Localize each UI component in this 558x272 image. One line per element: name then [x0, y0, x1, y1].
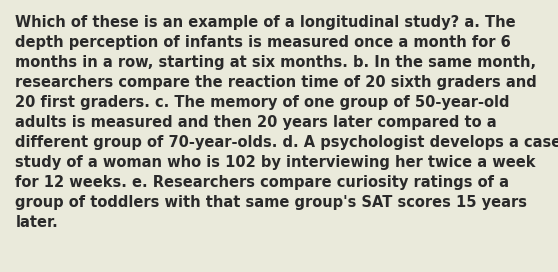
Text: Which of these is an example of a longitudinal study? a. The
depth perception of: Which of these is an example of a longit…	[16, 15, 558, 230]
